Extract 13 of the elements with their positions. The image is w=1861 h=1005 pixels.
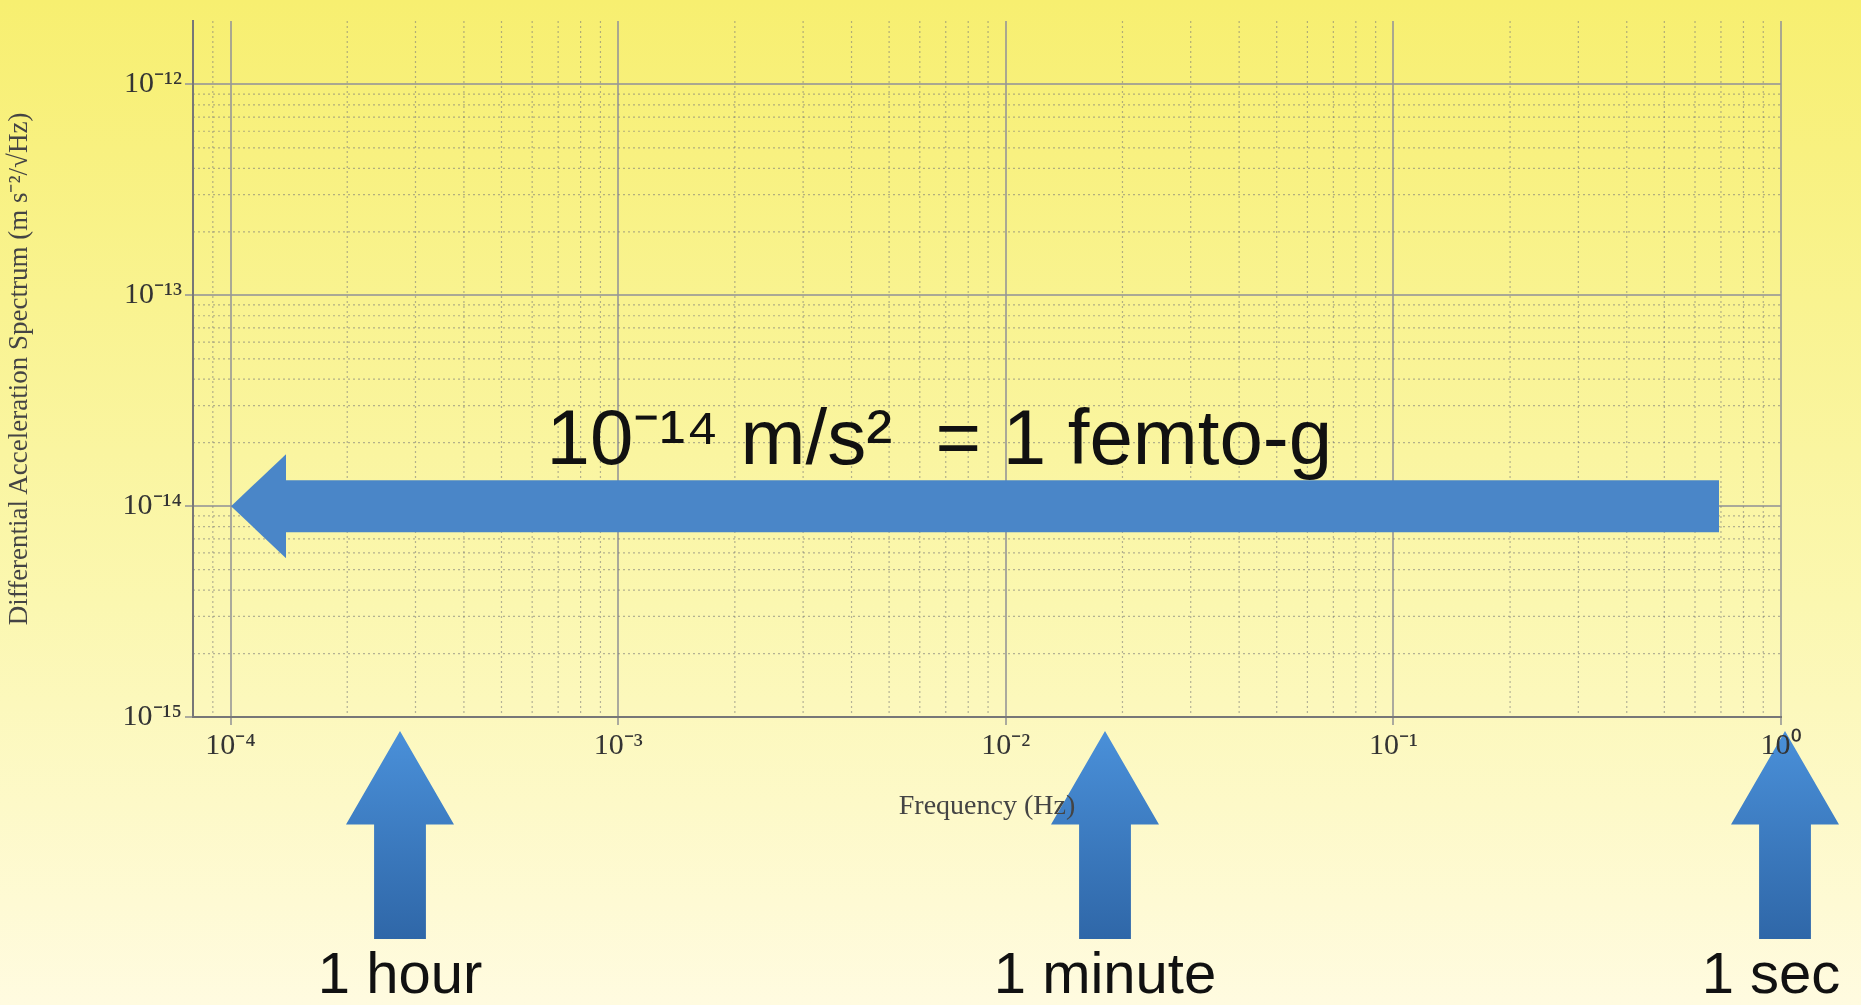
y-tick-label: 10⁻¹² <box>124 65 182 99</box>
y-axis-title: Differential Acceleration Spectrum (m s⁻²/√Hz) <box>3 112 34 626</box>
x-tick-label: 10⁻² <box>981 726 1031 760</box>
text: 1 sec <box>1701 939 1841 1005</box>
x-tick-label: 10⁻⁴ <box>205 726 256 760</box>
y-tick-label: 10⁻¹⁵ <box>122 697 182 731</box>
y-tick-label: 10⁻¹³ <box>124 276 182 310</box>
x-tick-label: 10⁻³ <box>593 726 643 760</box>
text: 1 hour <box>317 939 483 1005</box>
text: 1 minute <box>993 939 1217 1005</box>
y-tick-label: 10⁻¹⁴ <box>122 487 182 521</box>
x-tick-label: 10⁻¹ <box>1368 726 1418 760</box>
annotation: 10⁻¹⁴ m/s² = 1 femto-g <box>546 393 1333 482</box>
